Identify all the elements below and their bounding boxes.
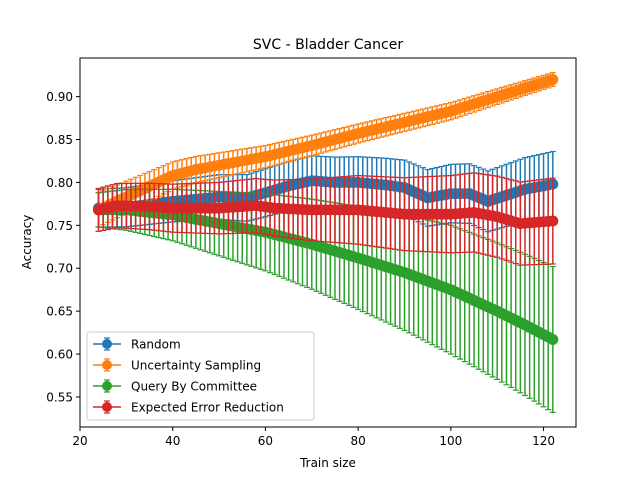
legend-label: Random bbox=[131, 338, 181, 352]
y-tick-label: 0.65 bbox=[46, 305, 73, 319]
data-point bbox=[547, 215, 559, 227]
x-tick-label: 60 bbox=[258, 434, 273, 448]
legend-marker bbox=[102, 402, 112, 412]
y-tick-label: 0.70 bbox=[46, 262, 73, 276]
x-tick-label: 80 bbox=[350, 434, 365, 448]
y-tick-label: 0.75 bbox=[46, 219, 73, 233]
series-1 bbox=[93, 71, 559, 228]
y-tick-label: 0.90 bbox=[46, 90, 73, 104]
x-tick-label: 20 bbox=[72, 434, 87, 448]
plot-area bbox=[93, 71, 559, 414]
legend-marker bbox=[102, 360, 112, 370]
y-tick-label: 0.85 bbox=[46, 133, 73, 147]
y-axis-label: Accuracy bbox=[20, 215, 34, 270]
legend: Random Uncertainty Sampling Query By Commi… bbox=[86, 331, 315, 421]
y-tick-label: 0.60 bbox=[46, 348, 73, 362]
axes-frame bbox=[79, 57, 577, 428]
x-axis-label: Train size bbox=[299, 456, 356, 470]
x-tick-label: 120 bbox=[532, 434, 555, 448]
y-tick-label: 0.55 bbox=[46, 390, 73, 404]
x-tick-label: 100 bbox=[439, 434, 462, 448]
legend-marker bbox=[102, 381, 112, 391]
series-3 bbox=[93, 172, 559, 266]
chart-title: SVC - Bladder Cancer bbox=[253, 37, 403, 53]
axis-ticks: 20 40 60 80 100 120 0.55 0.60 0.65 0.70 0.75 0.80 0.… bbox=[46, 90, 555, 448]
x-tick-label: 40 bbox=[165, 434, 180, 448]
legend-frame bbox=[86, 331, 315, 421]
data-point bbox=[547, 333, 559, 345]
legend-label: Uncertainty Sampling bbox=[131, 359, 261, 373]
legend-marker bbox=[102, 339, 112, 349]
y-tick-label: 0.80 bbox=[46, 176, 73, 190]
legend-label: Expected Error Reduction bbox=[131, 401, 284, 415]
legend-label: Query By Committee bbox=[131, 380, 257, 394]
series-2 bbox=[93, 188, 559, 414]
data-point bbox=[547, 73, 559, 85]
